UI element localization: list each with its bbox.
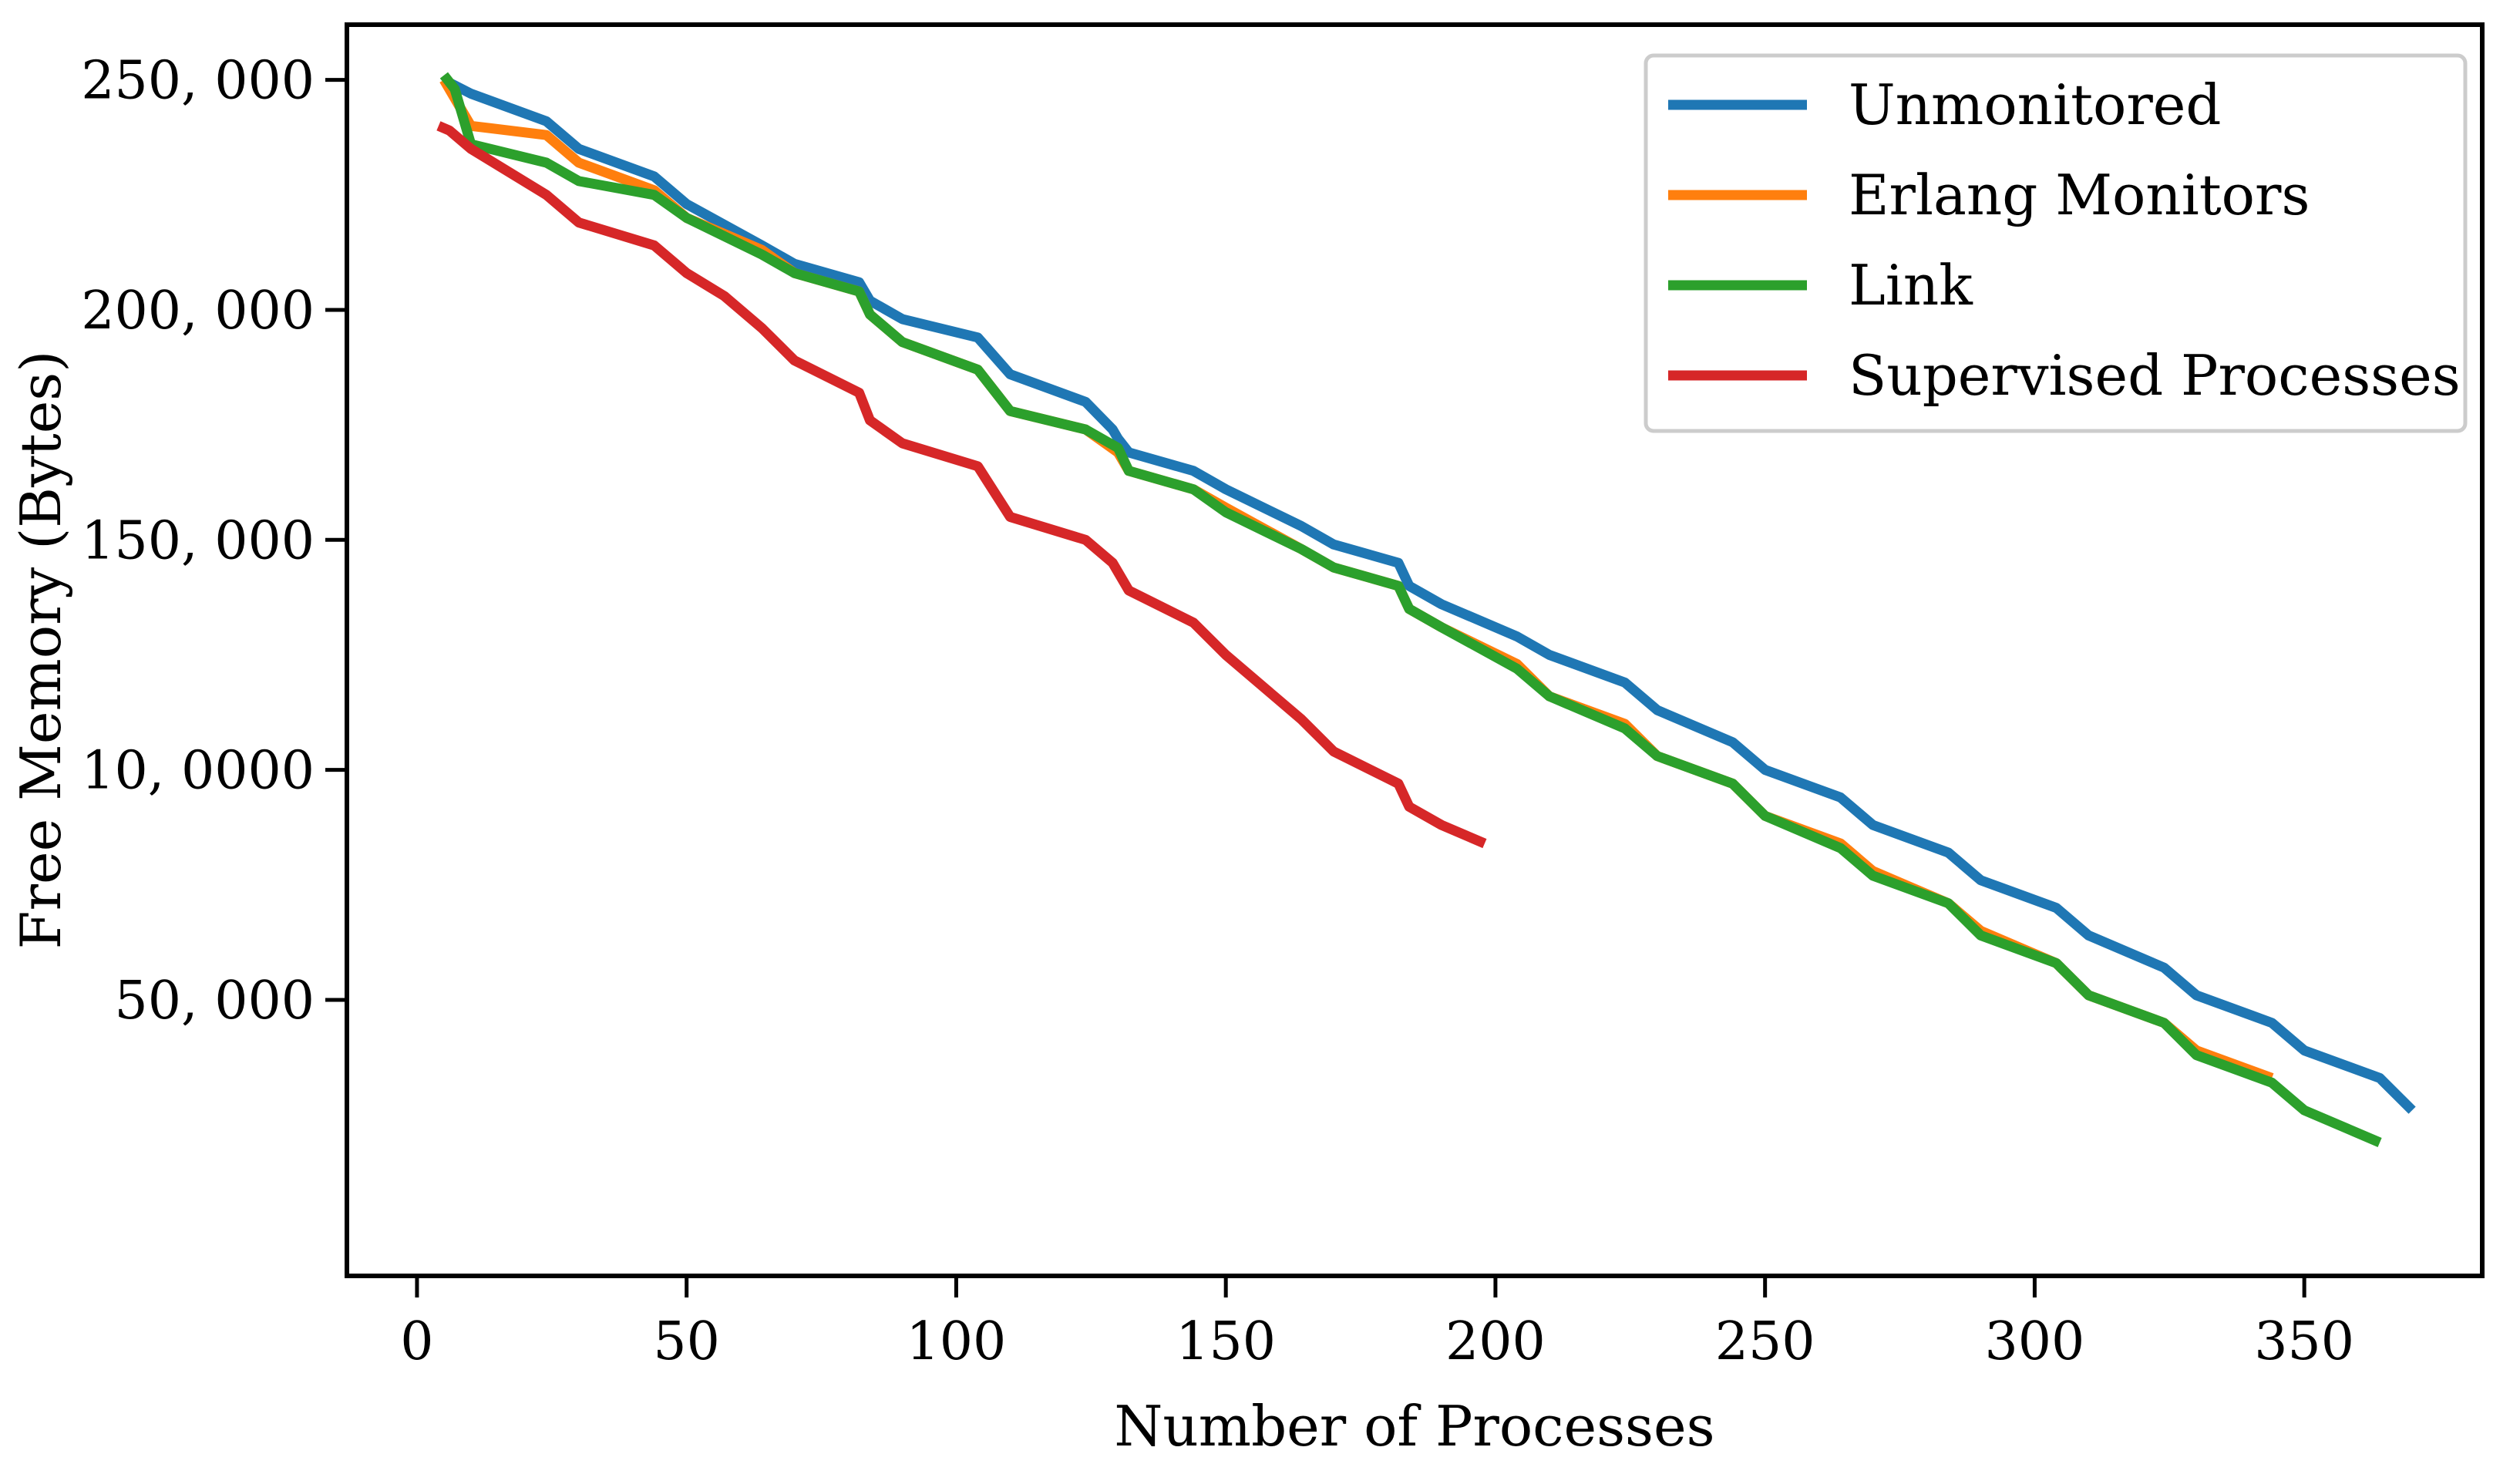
x-tick-label: 250 [1715,1311,1815,1372]
y-tick-label: 10, 0000 [81,741,315,802]
legend-box [1644,53,2468,433]
legend-label: Erlang Monitors [1849,163,2310,227]
x-tick-label: 150 [1176,1311,1276,1372]
y-axis-label: Free Memory (Bytes) [8,351,73,950]
legend-label: Link [1849,253,1973,318]
legend-label: Supervised Processes [1849,343,2461,408]
y-tick-label: 250, 000 [81,51,315,112]
x-axis-label: Number of Processes [1114,1394,1714,1459]
series-line-supervised-processes [436,121,1487,849]
legend-label: Unmonitored [1849,72,2221,137]
x-tick-label: 100 [907,1311,1007,1372]
y-tick-label: 150, 000 [81,510,315,571]
x-axis-ticks: 0 50 100 150 200 250 300 350 [400,1276,2354,1372]
plot-frame [345,22,2485,1278]
x-tick-label: 350 [2254,1311,2354,1372]
x-tick-label: 0 [400,1311,433,1372]
series-line-unmonitored [441,75,2416,1114]
legend: Unmonitored Erlang Monitors Link Supervised… [1644,53,2468,433]
y-tick-label: 50, 000 [114,971,315,1032]
x-tick-label: 300 [1985,1311,2085,1372]
y-tick-label: 200, 000 [81,281,315,342]
legend-items: Unmonitored Erlang Monitors Link Supervised… [1668,72,2461,408]
y-axis-ticks: 50, 000 10, 0000 150, 000 200, 000 250, 000 [81,51,347,1032]
x-tick-label: 50 [653,1311,720,1372]
x-tick-label: 200 [1445,1311,1546,1372]
series-line-link [439,72,2382,1147]
series-layer [436,72,2416,1147]
